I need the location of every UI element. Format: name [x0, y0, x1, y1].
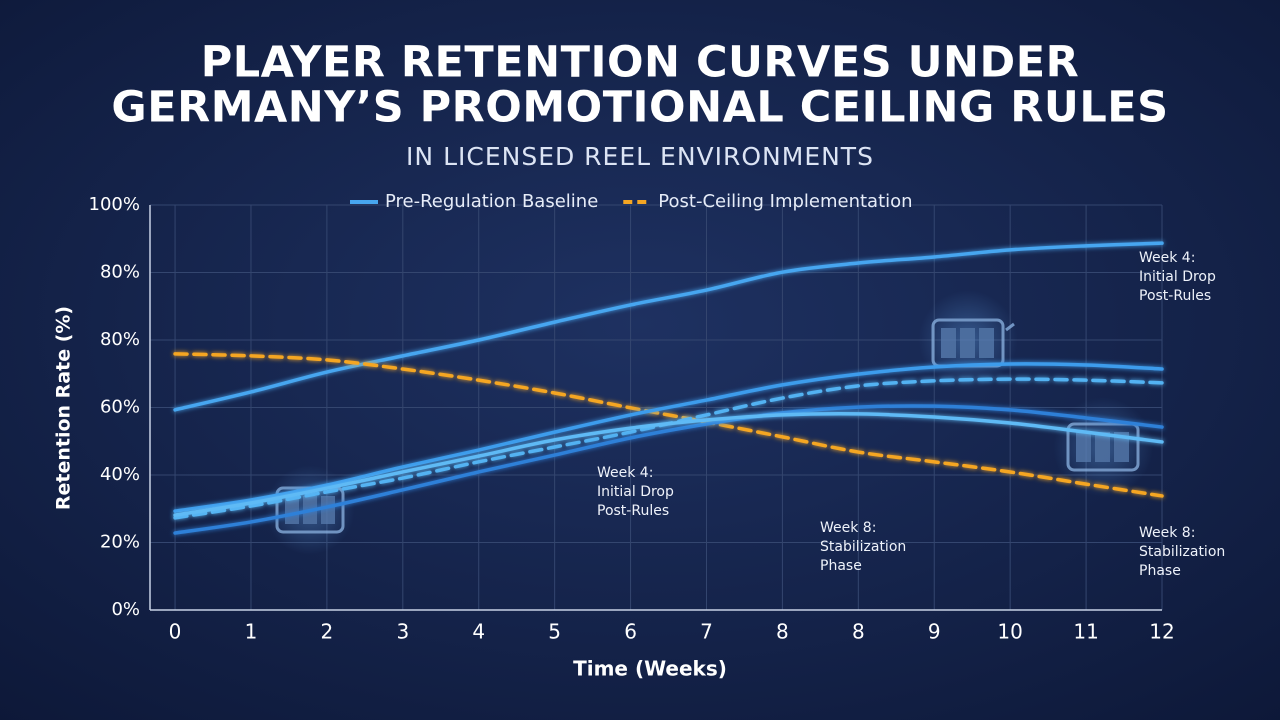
x-tick-label: 9 [928, 620, 941, 644]
x-tick-label: 8 [852, 620, 865, 644]
chart-title: PLAYER RETENTION CURVES UNDER [201, 38, 1079, 88]
annotation: Post-Rules [597, 503, 669, 519]
x-tick-label: 11 [1073, 620, 1098, 644]
y-tick-label: 80% [100, 262, 140, 283]
x-tick-label: 0 [169, 620, 182, 644]
annotation: Stabilization [820, 539, 906, 555]
y-tick-label: 40% [100, 464, 140, 485]
y-axis-label: Retention Rate (%) [53, 306, 75, 510]
series-line [173, 404, 1164, 535]
annotation: Week 4: [1139, 250, 1195, 266]
x-tick-label: 3 [396, 620, 409, 644]
y-tick-label: 60% [100, 397, 140, 418]
y-tick-label: 20% [100, 532, 140, 553]
annotation: Phase [820, 558, 862, 574]
x-tick-label: 7 [700, 620, 713, 644]
annotation: Week 8: [1139, 525, 1195, 541]
annotation: Week 4: [597, 465, 653, 481]
annotation: Week 8: [820, 520, 876, 536]
x-tick-label: 8 [776, 620, 789, 644]
series-line [173, 241, 1164, 412]
x-tick-label: 6 [624, 620, 637, 644]
y-tick-label: 0% [111, 599, 140, 620]
slot-icon [918, 290, 1018, 390]
annotation: Initial Drop [597, 484, 674, 500]
x-tick-label: 5 [548, 620, 561, 644]
x-axis-label: Time (Weeks) [573, 657, 727, 681]
legend-label: Pre-Regulation Baseline [385, 191, 598, 212]
x-tick-label: 12 [1149, 620, 1174, 644]
annotation: Stabilization [1139, 544, 1225, 560]
chart-subtitle: IN LICENSED REEL ENVIRONMENTS [406, 142, 874, 171]
annotation: Post-Rules [1139, 288, 1211, 304]
x-tick-label: 10 [997, 620, 1022, 644]
chart-title: GERMANY’S PROMOTIONAL CEILING RULES [111, 83, 1168, 133]
x-tick-label: 4 [472, 620, 485, 644]
x-tick-label: 1 [245, 620, 258, 644]
y-tick-label: 80% [100, 329, 140, 350]
series-line [173, 352, 1164, 498]
y-tick-label: 100% [89, 194, 140, 215]
annotation: Phase [1139, 563, 1181, 579]
x-tick-label: 2 [321, 620, 334, 644]
annotation: Initial Drop [1139, 269, 1216, 285]
series-line [173, 412, 1164, 517]
series-line [173, 362, 1164, 513]
legend-label: Post-Ceiling Implementation [658, 191, 912, 212]
